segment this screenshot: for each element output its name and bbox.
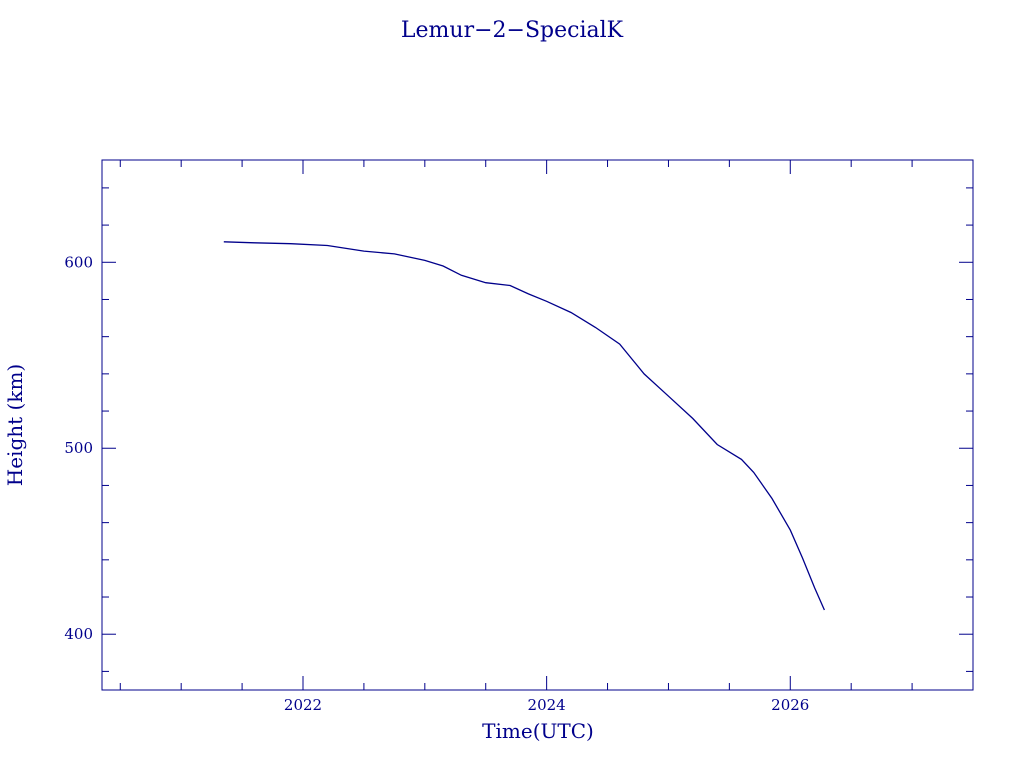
x-tick-label: 2026	[771, 696, 809, 714]
y-tick-label: 500	[64, 439, 93, 457]
y-tick-label: 600	[64, 253, 93, 271]
axis-ticks	[102, 160, 974, 690]
series-line	[223, 241, 825, 611]
y-axis-label: Height (km)	[3, 364, 27, 486]
plot-frame	[101, 159, 974, 691]
x-axis-label: Time(UTC)	[482, 719, 594, 743]
x-tick-label: 2024	[528, 696, 566, 714]
chart-title: Lemur−2−SpecialK	[401, 18, 624, 43]
y-tick-label: 400	[64, 625, 93, 643]
x-tick-label: 2022	[284, 696, 322, 714]
tick-labels: 2022 2024 2026 400 500 600	[64, 253, 809, 714]
